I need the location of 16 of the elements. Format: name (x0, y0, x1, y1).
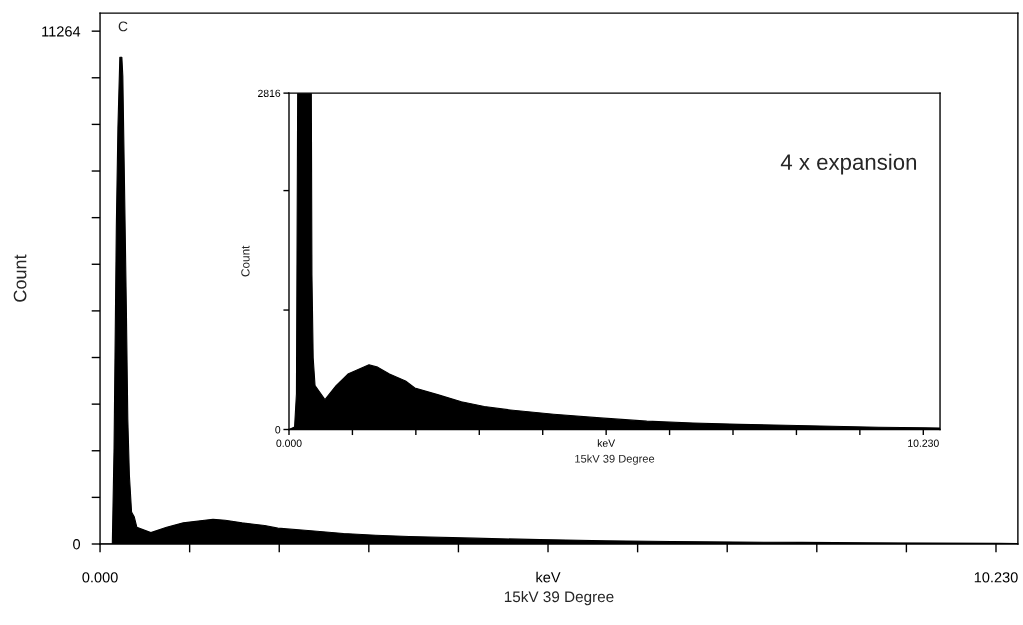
y-axis-title: Count (13, 254, 27, 302)
annotation: 4 x expansion (780, 153, 917, 175)
y-tick-label: 2816 (258, 89, 281, 97)
x-axis-title: 15kV 39 Degree (504, 590, 614, 606)
y-tick-label: 0 (275, 426, 281, 434)
y-tick-label: 0 (73, 539, 81, 550)
x-tick-label: keV (597, 439, 616, 447)
x-tick-label: 0.000 (276, 439, 302, 447)
x-tick-label: 10.230 (908, 439, 939, 447)
y-tick-label: 11264 (42, 26, 81, 37)
x-axis-title: 15kV 39 Degree (575, 454, 655, 465)
x-tick-label: keV (536, 571, 561, 583)
x-tick-label: 0.000 (82, 572, 118, 583)
y-axis-title: Count (241, 245, 250, 277)
annotation: C (118, 21, 128, 32)
x-tick-label: 10.230 (974, 572, 1018, 583)
